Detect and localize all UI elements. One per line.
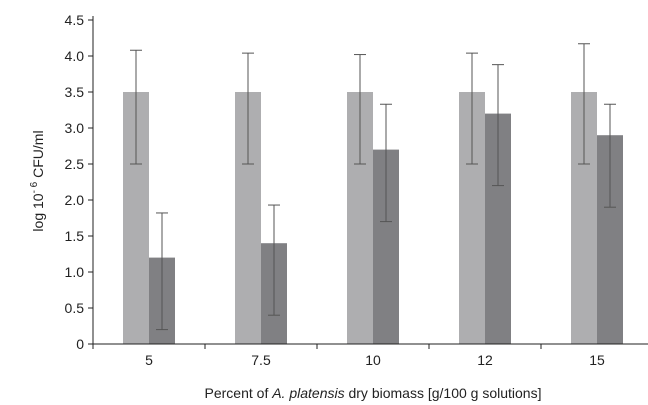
bars-layer — [123, 92, 623, 344]
y-tick-label-4.0: 4.0 — [65, 48, 85, 64]
x-tick-label-15: 15 — [589, 352, 605, 368]
x-tick-label-5: 5 — [145, 352, 153, 368]
axes-layer — [88, 16, 648, 349]
x-axis-title: Percent of A. platensis dry biomass [g/1… — [205, 385, 542, 401]
x-tick-label-10: 10 — [365, 352, 381, 368]
y-tick-label-3.5: 3.5 — [65, 84, 85, 100]
y-tick-label-2.0: 2.0 — [65, 192, 85, 208]
y-tick-label-1.5: 1.5 — [65, 228, 85, 244]
x-tick-label-12: 12 — [477, 352, 493, 368]
y-tick-label-4.5: 4.5 — [65, 12, 85, 28]
error-bars-layer — [130, 43, 616, 331]
y-tick-label-1.0: 1.0 — [65, 264, 85, 280]
tick-labels-layer: 5 7.5 10 12 15 0 0.5 1.0 1.5 2.0 2.5 3.0 3.5 4.0 4.5 — [65, 12, 605, 368]
y-tick-label-0: 0 — [76, 336, 84, 352]
y-axis-title: log 10- 6 CFU/ml — [29, 130, 46, 231]
y-tick-label-3.0: 3.0 — [65, 120, 85, 136]
x-tick-label-7.5: 7.5 — [251, 352, 271, 368]
y-tick-label-2.5: 2.5 — [65, 156, 85, 172]
y-tick-label-0.5: 0.5 — [65, 300, 85, 316]
